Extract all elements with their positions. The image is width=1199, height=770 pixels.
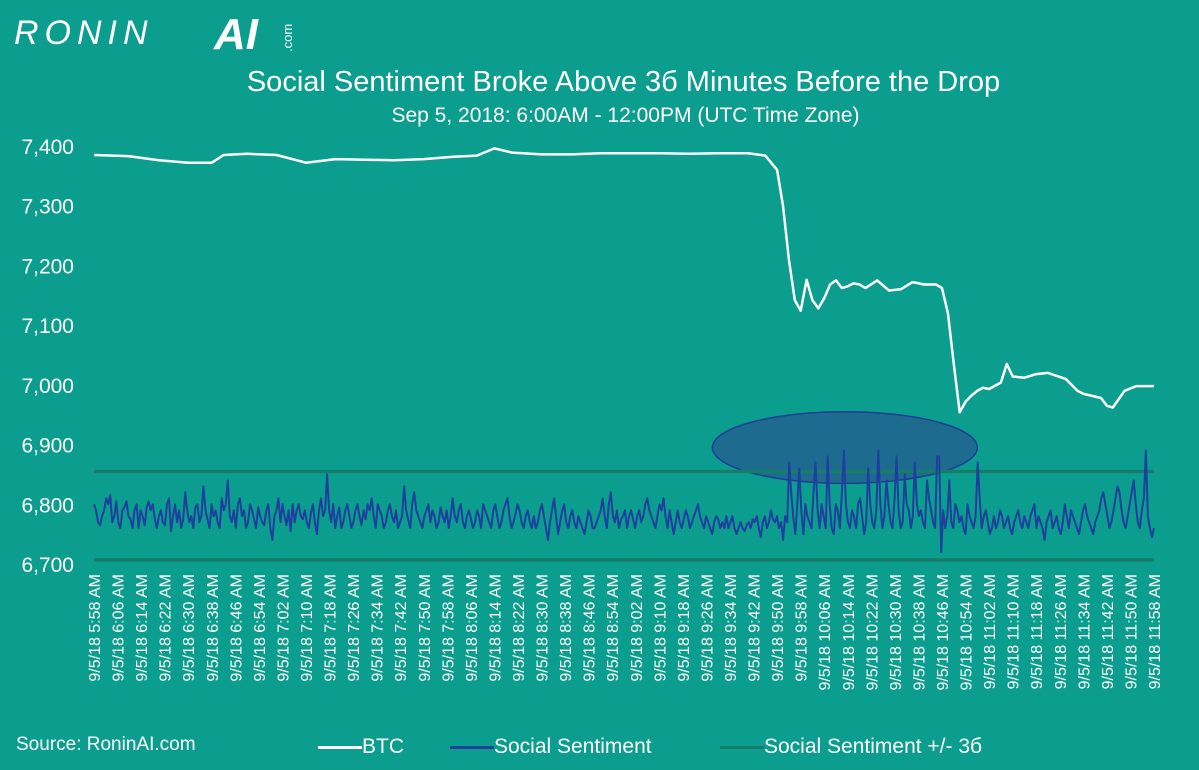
x-tick-label: 9/5/18 9:02 AM bbox=[629, 574, 646, 682]
x-tick-label: 9/5/18 11:58 AM bbox=[1147, 574, 1164, 689]
x-tick-label: 9/5/18 7:50 AM bbox=[417, 574, 434, 682]
x-tick-label: 9/5/18 11:42 AM bbox=[1100, 574, 1117, 689]
x-tick-label: 9/5/18 9:50 AM bbox=[770, 574, 787, 682]
x-tick-label: 9/5/18 6:38 AM bbox=[205, 574, 222, 682]
y-tick-label: 6,800 bbox=[21, 494, 74, 517]
x-tick-label: 9/5/18 9:18 AM bbox=[676, 574, 693, 682]
x-tick-label: 9/5/18 10:46 AM bbox=[935, 574, 952, 691]
x-tick-label: 9/5/18 7:10 AM bbox=[299, 574, 316, 682]
y-tick-label: 6,900 bbox=[21, 435, 74, 458]
x-tick-label: 9/5/18 10:54 AM bbox=[959, 574, 976, 691]
legend-swatch-btc bbox=[318, 746, 362, 749]
x-tick-label: 9/5/18 9:42 AM bbox=[747, 574, 764, 682]
x-tick-label: 9/5/18 11:50 AM bbox=[1123, 574, 1140, 689]
x-tick-label: 9/5/18 9:58 AM bbox=[794, 574, 811, 682]
x-tick-label: 9/5/18 5:58 AM bbox=[87, 574, 104, 682]
x-tick-label: 9/5/18 9:26 AM bbox=[699, 574, 716, 682]
x-tick-label: 9/5/18 8:46 AM bbox=[582, 574, 599, 682]
x-tick-label: 9/5/18 7:18 AM bbox=[323, 574, 340, 682]
x-tick-label: 9/5/18 6:22 AM bbox=[158, 574, 175, 682]
x-tick-label: 9/5/18 11:34 AM bbox=[1076, 574, 1093, 689]
x-tick-label: 9/5/18 9:34 AM bbox=[723, 574, 740, 682]
y-tick-label: 7,000 bbox=[21, 375, 74, 398]
btc-price-line bbox=[93, 147, 1154, 414]
x-tick-label: 9/5/18 9:10 AM bbox=[652, 574, 669, 682]
social-sentiment-line bbox=[93, 449, 1155, 554]
logo-ai: AI bbox=[214, 10, 258, 59]
x-tick-label: 9/5/18 7:34 AM bbox=[370, 574, 387, 682]
x-tick-label: 9/5/18 8:06 AM bbox=[464, 574, 481, 682]
x-tick-label: 9/5/18 7:26 AM bbox=[346, 574, 363, 682]
x-tick-label: 9/5/18 10:30 AM bbox=[888, 574, 905, 691]
x-tick-label: 9/5/18 6:30 AM bbox=[181, 574, 198, 682]
y-tick-label: 7,300 bbox=[21, 196, 74, 219]
x-tick-label: 9/5/18 10:22 AM bbox=[864, 574, 881, 691]
y-tick-label: 6,700 bbox=[21, 554, 74, 577]
y-tick-label: 7,400 bbox=[21, 136, 74, 159]
chart-title: Social Sentiment Broke Above 3б Minutes … bbox=[246, 66, 1001, 98]
x-tick-label: 9/5/18 7:02 AM bbox=[275, 574, 292, 682]
y-tick-label: 7,200 bbox=[21, 255, 74, 278]
x-tick-label: 9/5/18 10:38 AM bbox=[911, 574, 928, 691]
legend-label-social-sentiment: Social Sentiment bbox=[494, 735, 652, 758]
x-tick-label: 9/5/18 11:18 AM bbox=[1029, 574, 1046, 689]
legend-swatch-social-sentiment-band bbox=[720, 746, 764, 749]
y-tick-label: 7,100 bbox=[21, 315, 74, 338]
x-tick-label: 9/5/18 11:26 AM bbox=[1053, 574, 1070, 689]
x-tick-label: 9/5/18 11:10 AM bbox=[1006, 574, 1023, 689]
x-tick-label: 9/5/18 6:46 AM bbox=[228, 574, 245, 682]
x-tick-label: 9/5/18 7:42 AM bbox=[393, 574, 410, 682]
x-tick-label: 9/5/18 8:14 AM bbox=[487, 574, 504, 682]
x-tick-label: 9/5/18 7:58 AM bbox=[440, 574, 457, 682]
x-tick-label: 9/5/18 11:02 AM bbox=[982, 574, 999, 689]
x-tick-label: 9/5/18 6:54 AM bbox=[252, 574, 269, 682]
x-tick-label: 9/5/18 6:14 AM bbox=[134, 574, 151, 682]
x-tick-label: 9/5/18 10:06 AM bbox=[817, 574, 834, 691]
x-tick-label: 9/5/18 8:54 AM bbox=[605, 574, 622, 682]
legend-label-social-sentiment-band: Social Sentiment +/- 3б bbox=[764, 735, 983, 758]
x-tick-label: 9/5/18 8:38 AM bbox=[558, 574, 575, 682]
logo-name: RONIN bbox=[14, 14, 154, 52]
x-tick-label: 9/5/18 8:30 AM bbox=[535, 574, 552, 682]
legend-label-btc: BTC bbox=[362, 735, 404, 758]
x-tick-label: 9/5/18 10:14 AM bbox=[841, 574, 858, 691]
legend-swatch-social-sentiment bbox=[450, 746, 494, 749]
x-tick-label: 9/5/18 6:06 AM bbox=[111, 574, 128, 682]
chart-subtitle: Sep 5, 2018: 6:00AM - 12:00PM (UTC Time … bbox=[391, 104, 860, 127]
source-note: Source: RoninAI.com bbox=[16, 734, 196, 755]
x-tick-label: 9/5/18 8:22 AM bbox=[511, 574, 528, 682]
